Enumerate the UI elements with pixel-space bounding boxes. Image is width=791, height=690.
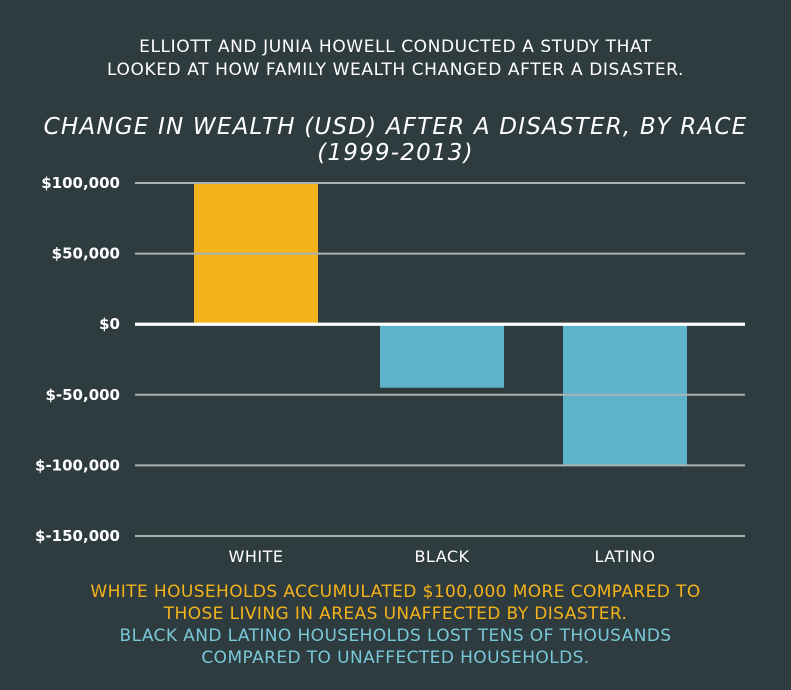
footer-line-2: THOSE LIVING IN AREAS UNAFFECTED BY DISA…: [163, 604, 628, 624]
y-tick-label: $-100,000: [35, 456, 120, 474]
x-category-label: WHITE: [229, 547, 284, 566]
y-tick-label: $-50,000: [45, 386, 120, 404]
bar-black: [380, 324, 504, 388]
y-tick-label: $-150,000: [35, 527, 120, 545]
x-category-label: LATINO: [594, 547, 655, 566]
chart-title-line-1: CHANGE IN WEALTH (USD) AFTER A DISASTER,…: [43, 114, 748, 140]
intro-line-1: ELLIOTT AND JUNIA HOWELL CONDUCTED A STU…: [139, 37, 652, 57]
footer-line-3: BLACK AND LATINO HOUSEHOLDS LOST TENS OF…: [119, 626, 672, 646]
y-tick-label: $100,000: [41, 174, 120, 192]
chart-title-line-2: (1999-2013): [317, 140, 474, 166]
y-tick-label: $50,000: [52, 245, 120, 263]
chart-title: CHANGE IN WEALTH (USD) AFTER A DISASTER,…: [0, 114, 791, 166]
footer-line-4: COMPARED TO UNAFFECTED HOUSEHOLDS.: [201, 648, 590, 668]
intro-text: ELLIOTT AND JUNIA HOWELL CONDUCTED A STU…: [0, 36, 791, 82]
intro-line-2: LOOKED AT HOW FAMILY WEALTH CHANGED AFTE…: [107, 60, 684, 80]
y-tick-label: $0: [99, 315, 120, 333]
footer-line-1: WHITE HOUSEHOLDS ACCUMULATED $100,000 MO…: [90, 582, 701, 602]
footer-text: WHITE HOUSEHOLDS ACCUMULATED $100,000 MO…: [0, 581, 791, 669]
x-category-label: BLACK: [414, 547, 469, 566]
